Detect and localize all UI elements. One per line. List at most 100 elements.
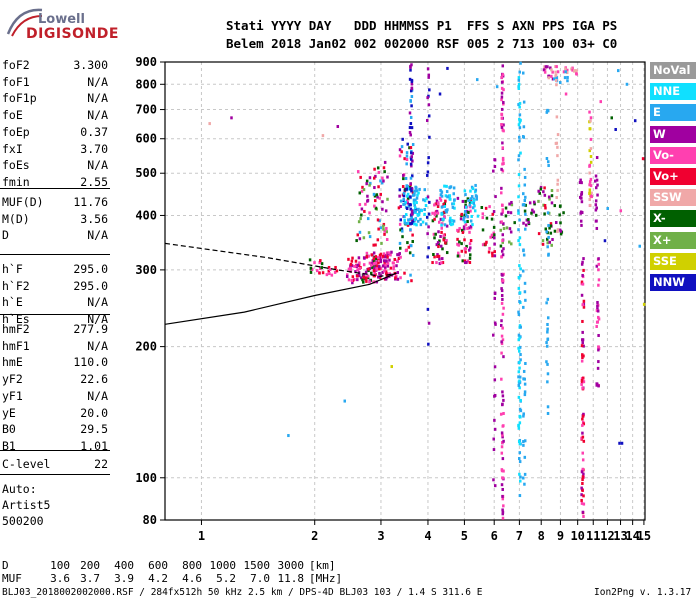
- echo-point: [542, 203, 545, 207]
- echo-point: [469, 209, 472, 213]
- echo-point: [403, 215, 406, 219]
- echo-point: [407, 221, 410, 225]
- echo-point: [386, 264, 390, 268]
- echo-point: [409, 146, 413, 150]
- echo-point: [436, 255, 439, 259]
- echo-point: [509, 211, 513, 215]
- echo-point: [588, 127, 592, 131]
- echo-point: [517, 239, 520, 243]
- echo-point: [518, 300, 521, 304]
- echo-point: [363, 256, 366, 260]
- echo-point: [500, 340, 503, 344]
- echo-point: [471, 187, 475, 191]
- echo-point: [438, 92, 442, 96]
- echo-point: [545, 237, 549, 241]
- echo-point: [493, 233, 496, 237]
- echo-point: [547, 164, 550, 168]
- echo-point: [409, 176, 413, 180]
- echo-point: [581, 330, 584, 334]
- echo-point: [566, 68, 569, 72]
- echo-point: [446, 208, 449, 212]
- echo-point: [589, 154, 593, 158]
- echo-point: [387, 251, 390, 255]
- echo-point: [580, 501, 584, 505]
- echo-point: [522, 249, 525, 253]
- echo-point: [501, 203, 504, 207]
- echo-point: [367, 267, 370, 271]
- echo-point: [443, 210, 446, 214]
- echo-point: [470, 201, 474, 205]
- param-value: 3.70: [80, 141, 108, 156]
- echo-point: [413, 206, 417, 210]
- echo-point: [588, 164, 591, 168]
- echo-point: [518, 324, 522, 328]
- echo-point: [595, 156, 599, 160]
- footer-version: Ion2Png v. 1.3.17: [594, 587, 692, 598]
- echo-point: [354, 270, 357, 274]
- echo-point: [487, 250, 491, 254]
- echo-point: [500, 116, 504, 120]
- echo-point: [380, 241, 383, 245]
- echo-point: [349, 262, 353, 266]
- echo-point: [287, 434, 290, 438]
- echo-point: [460, 242, 463, 246]
- echo-point: [437, 245, 440, 249]
- echo-point: [500, 483, 504, 487]
- echo-point: [373, 186, 376, 190]
- echo-point: [484, 206, 488, 210]
- echo-point: [350, 259, 354, 263]
- echo-point: [575, 69, 578, 73]
- echo-point: [582, 412, 585, 416]
- echo-point: [517, 135, 521, 139]
- echo-point: [451, 205, 455, 209]
- echo-point: [374, 199, 377, 203]
- echo-point: [554, 70, 557, 74]
- echo-point: [546, 241, 549, 245]
- echo-point: [382, 227, 385, 231]
- echo-point: [474, 183, 477, 187]
- echo-point: [426, 255, 429, 259]
- echo-point: [353, 278, 356, 282]
- echo-point: [372, 259, 376, 263]
- echo-point: [373, 271, 376, 275]
- echo-point: [392, 265, 395, 269]
- echo-point: [546, 337, 550, 341]
- echo-point: [606, 206, 609, 210]
- footer-muf-value: 11.8: [277, 572, 305, 585]
- echo-point: [438, 239, 441, 243]
- echo-point: [493, 236, 496, 240]
- echo-point: [517, 375, 520, 379]
- param-row: h`Es N/A: [2, 312, 108, 327]
- echo-point: [546, 327, 549, 331]
- echo-point: [456, 228, 459, 232]
- echo-point: [438, 257, 441, 261]
- echo-point: [518, 414, 521, 418]
- echo-point: [445, 251, 449, 255]
- echo-point: [544, 227, 548, 231]
- echo-point: [633, 119, 637, 123]
- echo-point: [556, 145, 559, 149]
- echo-point: [546, 380, 549, 384]
- echo-point: [409, 207, 412, 211]
- param-value: N/A: [87, 91, 108, 106]
- echo-point: [456, 237, 459, 241]
- echo-point: [365, 179, 369, 183]
- echo-point: [368, 267, 372, 271]
- echo-point: [420, 209, 424, 213]
- echo-point: [319, 266, 322, 270]
- echo-point: [440, 205, 444, 209]
- echo-point: [448, 219, 452, 223]
- echo-point: [373, 167, 376, 171]
- param-value: N/A: [87, 312, 108, 327]
- echo-point: [434, 202, 438, 206]
- echo-point: [434, 232, 437, 236]
- echo-point: [356, 170, 360, 174]
- echo-point: [501, 208, 504, 212]
- echo-point: [377, 185, 380, 189]
- echo-point: [500, 191, 503, 195]
- echo-point: [404, 200, 407, 204]
- echo-point: [547, 76, 551, 80]
- echo-point: [423, 188, 427, 192]
- x-tick-label: 9: [557, 529, 564, 543]
- legend-item: NNW: [650, 274, 696, 291]
